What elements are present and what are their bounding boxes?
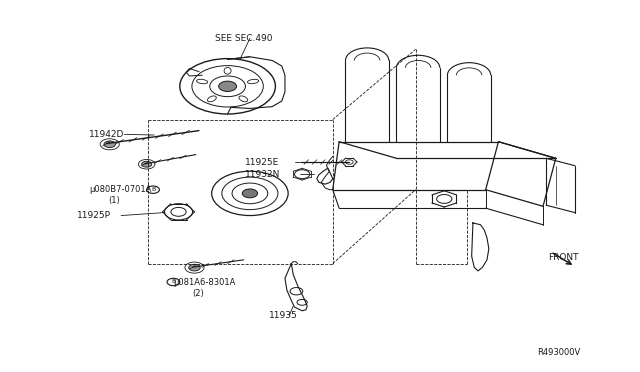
Text: (1): (1) [108, 196, 120, 205]
Text: 11925P: 11925P [77, 211, 111, 220]
Text: µ081A6-8301A: µ081A6-8301A [173, 278, 236, 287]
Text: B: B [151, 187, 155, 192]
Text: FRONT: FRONT [548, 253, 579, 263]
Text: 11942D: 11942D [90, 130, 125, 139]
Circle shape [189, 264, 200, 271]
Circle shape [141, 161, 152, 167]
Text: 11935: 11935 [269, 311, 298, 320]
Text: 11925E: 11925E [245, 157, 279, 167]
Circle shape [219, 81, 237, 92]
Text: SEE SEC.490: SEE SEC.490 [215, 34, 273, 43]
Text: (2): (2) [193, 289, 204, 298]
Circle shape [243, 189, 257, 198]
Circle shape [104, 141, 115, 148]
Text: R493000V: R493000V [537, 348, 580, 357]
Text: 11932N: 11932N [245, 170, 280, 179]
Text: µ080B7-0701A: µ080B7-0701A [90, 185, 152, 194]
Text: B: B [172, 279, 175, 285]
